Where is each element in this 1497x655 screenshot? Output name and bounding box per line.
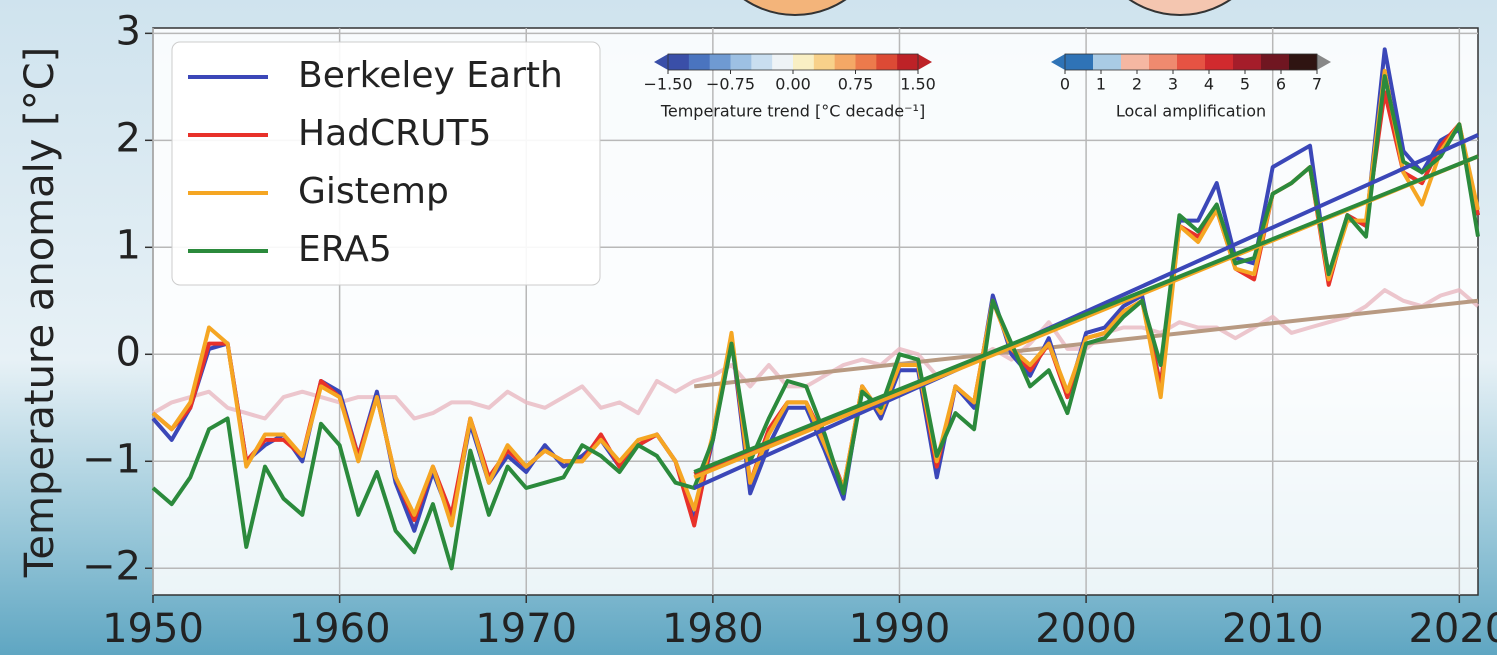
- colorbar-tick-label: 1: [1096, 75, 1106, 94]
- colorbar-tick-label: 6: [1276, 75, 1286, 94]
- colorbar-tick-label: 1.50: [900, 75, 936, 94]
- x-tick-label: 1980: [662, 606, 764, 652]
- colorbar-segment: [1177, 54, 1206, 70]
- colorbar-segment: [814, 54, 835, 70]
- colorbar-tick-label: 4: [1204, 75, 1214, 94]
- y-tick-label: −1: [82, 436, 141, 482]
- colorbar-title: Local amplification: [1116, 102, 1266, 121]
- colorbar-segment: [1289, 54, 1318, 70]
- x-tick-label: 1970: [475, 606, 577, 652]
- x-tick-label: 1950: [102, 606, 204, 652]
- colorbar-segment: [1233, 54, 1262, 70]
- y-tick-label: 2: [116, 115, 141, 161]
- y-tick-label: −2: [82, 543, 141, 589]
- colorbar-tick-label: 2: [1132, 75, 1142, 94]
- colorbar-tick-label: 5: [1240, 75, 1250, 94]
- y-axis-title: Temperature anomaly [°C]: [17, 47, 63, 579]
- colorbar-segment: [1261, 54, 1290, 70]
- colorbar-segment: [835, 54, 856, 70]
- x-tick-label: 2010: [1222, 606, 1324, 652]
- colorbar-segment: [897, 54, 918, 70]
- colorbar-segment: [772, 54, 793, 70]
- x-tick-label: 1960: [289, 606, 391, 652]
- colorbar-segment: [1065, 54, 1094, 70]
- colorbar-segment: [1121, 54, 1150, 70]
- colorbar-tick-label: −1.50: [643, 75, 692, 94]
- colorbar-tick-label: −0.75: [706, 75, 755, 94]
- colorbar-segment: [1093, 54, 1122, 70]
- x-tick-label: 1990: [849, 606, 951, 652]
- page: Temperature anomaly [°C] Berkeley Earth H…: [0, 0, 1497, 655]
- colorbar-tick-label: 0: [1060, 75, 1070, 94]
- colorbar-segment: [1149, 54, 1178, 70]
- chart: Temperature anomaly [°C] Berkeley Earth H…: [0, 0, 1497, 655]
- colorbar-segment: [856, 54, 877, 70]
- x-tick-label: 2020: [1408, 606, 1497, 652]
- legend-label: HadCRUT5: [298, 113, 491, 154]
- colorbar-segment: [876, 54, 897, 70]
- colorbar-segment: [1205, 54, 1234, 70]
- colorbar-segment: [710, 54, 731, 70]
- legend-label: Gistemp: [298, 171, 449, 212]
- x-tick-label: 2000: [1035, 606, 1137, 652]
- colorbar-segment: [793, 54, 814, 70]
- y-tick-label: 0: [116, 329, 141, 375]
- colorbar-tick-label: 3: [1168, 75, 1178, 94]
- colorbar-segment: [668, 54, 689, 70]
- legend-label: ERA5: [298, 229, 392, 270]
- colorbar-title: Temperature trend [°C decade⁻¹]: [660, 102, 925, 121]
- y-tick-label: 3: [116, 8, 141, 54]
- y-tick-label: 1: [116, 222, 141, 268]
- legend-label: Berkeley Earth: [298, 55, 563, 96]
- colorbar-tick-label: 7: [1312, 75, 1322, 94]
- colorbar-tick-label: 0.75: [838, 75, 874, 94]
- colorbar-segment: [751, 54, 772, 70]
- colorbar-tick-label: 0.00: [775, 75, 811, 94]
- colorbar-segment: [689, 54, 710, 70]
- legend: Berkeley Earth HadCRUT5 Gistemp ERA5: [172, 42, 600, 285]
- colorbar-segment: [731, 54, 752, 70]
